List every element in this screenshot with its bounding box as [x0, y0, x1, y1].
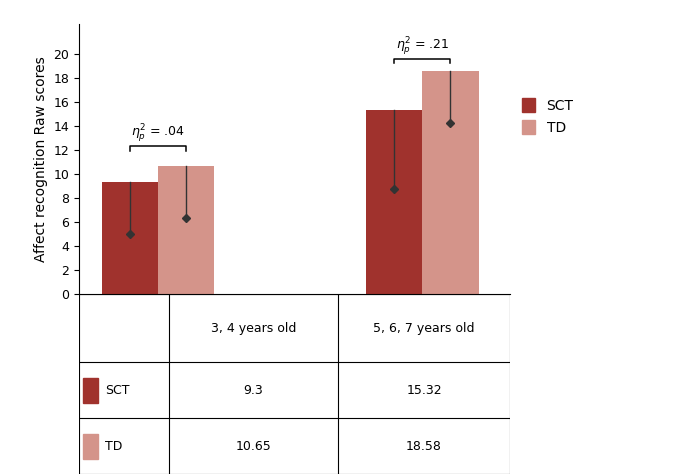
- Bar: [422, 71, 479, 294]
- Text: 9.3: 9.3: [244, 384, 264, 397]
- Bar: [158, 166, 214, 294]
- Text: 10.65: 10.65: [236, 439, 271, 453]
- Bar: [83, 434, 98, 459]
- Text: TD: TD: [105, 439, 122, 453]
- Text: 18.58: 18.58: [406, 439, 442, 453]
- Legend: SCT, TD: SCT, TD: [521, 98, 573, 135]
- Y-axis label: Affect recognition Raw scores: Affect recognition Raw scores: [34, 56, 48, 262]
- Text: 15.32: 15.32: [406, 384, 442, 397]
- Text: 3, 4 years old: 3, 4 years old: [211, 321, 296, 335]
- Text: SCT: SCT: [105, 384, 129, 397]
- Text: $\eta_p^2$ = .04: $\eta_p^2$ = .04: [131, 122, 185, 145]
- Bar: [366, 110, 422, 294]
- Bar: [83, 378, 98, 403]
- Text: $\eta_p^2$ = .21: $\eta_p^2$ = .21: [396, 35, 449, 57]
- Text: 5, 6, 7 years old: 5, 6, 7 years old: [373, 321, 475, 335]
- Bar: [101, 182, 158, 294]
